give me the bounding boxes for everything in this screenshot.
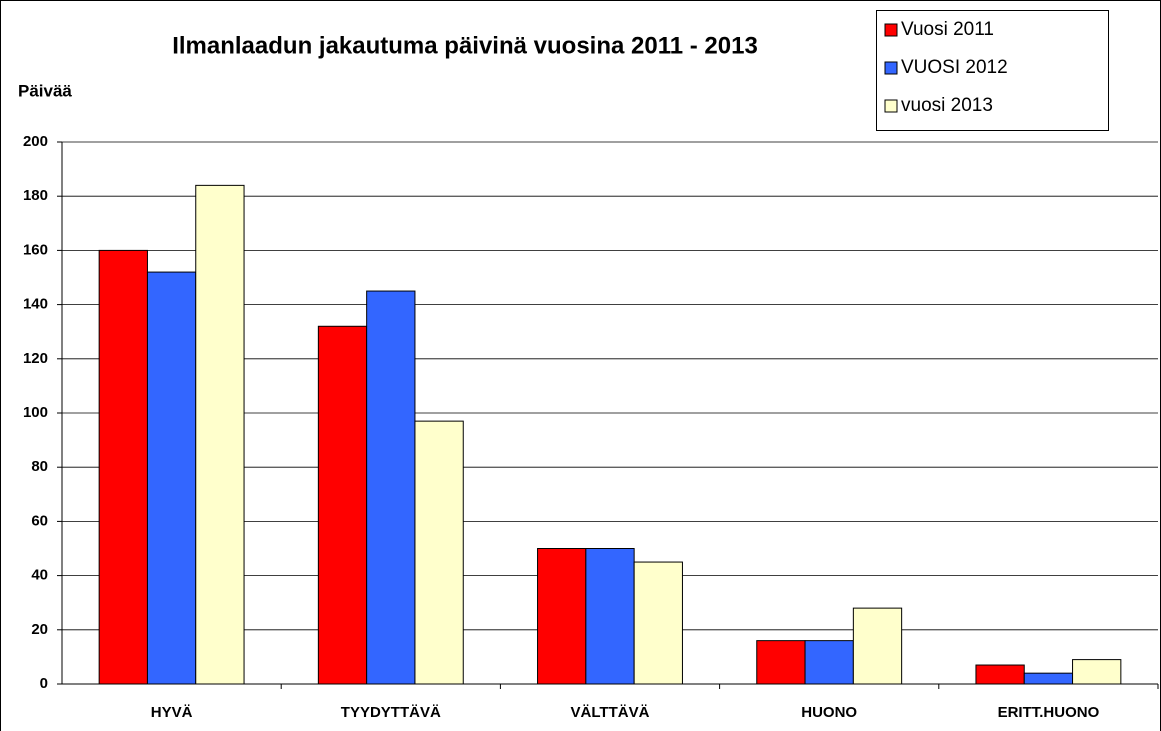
x-tick-label: HYVÄ — [151, 704, 193, 721]
bar — [633, 561, 683, 685]
legend-swatch — [884, 99, 898, 113]
x-tick-label: VÄLTTÄVÄ — [571, 704, 650, 721]
bar — [195, 184, 245, 685]
y-tick-label: 120 — [23, 350, 48, 367]
bar — [317, 325, 368, 685]
bar — [146, 271, 197, 685]
legend-label: vuosi 2013 — [901, 95, 993, 116]
x-tick-label: ERITT.HUONO — [998, 704, 1100, 721]
bar — [756, 640, 806, 685]
x-tick-label: TYYDYTTÄVÄ — [341, 704, 441, 721]
chart-title: Ilmanlaadun jakautuma päivinä vuosina 20… — [172, 32, 758, 59]
legend-box — [876, 10, 1109, 131]
bar — [537, 548, 587, 685]
bar — [414, 420, 464, 685]
bar — [1072, 659, 1122, 685]
bar — [852, 607, 903, 685]
y-tick-label: 20 — [31, 621, 48, 638]
bar — [804, 640, 854, 685]
y-tick-label: 180 — [23, 187, 48, 204]
legend-label: VUOSI 2012 — [901, 57, 1008, 78]
y-tick-label: 60 — [31, 512, 48, 529]
bar — [98, 249, 148, 685]
y-tick-label: 0 — [40, 675, 48, 692]
x-tick-label: HUONO — [801, 704, 857, 721]
y-axis-label: Päivää — [18, 81, 72, 100]
y-tick-label: 200 — [23, 133, 48, 150]
y-tick-label: 40 — [31, 567, 48, 584]
bar — [366, 290, 416, 685]
bar — [1023, 672, 1074, 685]
y-tick-label: 100 — [23, 404, 48, 421]
bar — [585, 548, 635, 685]
bar — [975, 664, 1025, 685]
y-tick-label: 80 — [31, 458, 48, 475]
legend-label: Vuosi 2011 — [901, 19, 994, 40]
legend-swatch — [884, 61, 898, 75]
y-tick-label: 160 — [23, 241, 48, 258]
legend-swatch — [884, 23, 898, 37]
y-tick-label: 140 — [23, 296, 48, 313]
